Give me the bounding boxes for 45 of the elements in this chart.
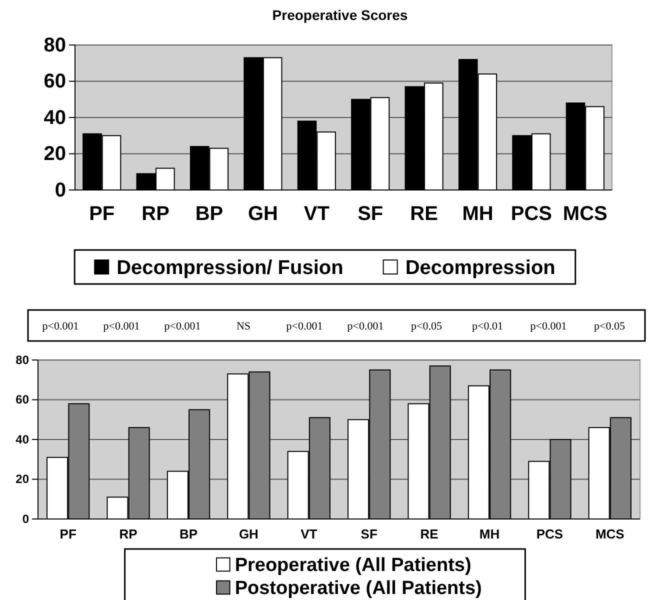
text: NS — [236, 320, 251, 332]
x-tick-label: BP — [179, 526, 198, 542]
x-tick-label: SF — [358, 203, 384, 226]
x-tick-label: RP — [119, 526, 138, 542]
x-tick-label: RE — [420, 526, 439, 542]
x-tick-label: GH — [248, 203, 278, 226]
text: p<0.001 — [530, 320, 567, 332]
y-tick-label: 80 — [16, 352, 30, 367]
x-tick-label: PCS — [510, 203, 552, 226]
x-tick-label: BP — [195, 203, 224, 226]
y-tick-label: 0 — [54, 179, 66, 202]
x-tick-label: MCS — [595, 526, 625, 542]
y-tick-label: 20 — [44, 143, 66, 166]
x-tick-label: RE — [410, 203, 438, 226]
text: p<0.05 — [594, 320, 626, 332]
legend-label: Preoperative (All Patients) — [234, 555, 472, 576]
text: p<0.05 — [411, 320, 442, 332]
x-tick-label: SF — [360, 526, 378, 542]
text: p<0.001 — [164, 320, 201, 332]
x-tick-label: MCS — [562, 203, 608, 226]
y-tick-label: 40 — [16, 432, 30, 446]
text: p<0.001 — [347, 320, 384, 332]
text: p<0.001 — [103, 320, 140, 332]
x-tick-label: PF — [89, 203, 115, 226]
y-tick-label: 0 — [22, 512, 30, 526]
text: p<0.01 — [472, 320, 503, 332]
x-tick-label: VT — [304, 203, 330, 226]
legend-label: Decompression — [405, 257, 556, 279]
x-tick-label: MH — [479, 526, 500, 542]
y-tick-label: 60 — [16, 392, 30, 407]
x-tick-label: VT — [300, 526, 318, 542]
x-tick-label: PF — [60, 526, 76, 542]
x-tick-label: PCS — [536, 526, 564, 542]
x-tick-label: RP — [142, 203, 170, 226]
text: p<0.001 — [286, 320, 323, 332]
chart-title: Preoperative Scores — [272, 7, 408, 23]
legend-label: Postoperative (All Patients) — [234, 578, 482, 600]
text: p<0.001 — [42, 320, 79, 332]
y-tick-label: 40 — [44, 106, 66, 129]
y-tick-label: 20 — [16, 472, 30, 486]
x-tick-label: MH — [462, 203, 494, 226]
x-tick-label: GH — [238, 526, 258, 542]
y-tick-label: 80 — [44, 34, 66, 56]
legend-label: Decompression/ Fusion — [116, 257, 344, 279]
y-tick-label: 60 — [44, 70, 66, 93]
